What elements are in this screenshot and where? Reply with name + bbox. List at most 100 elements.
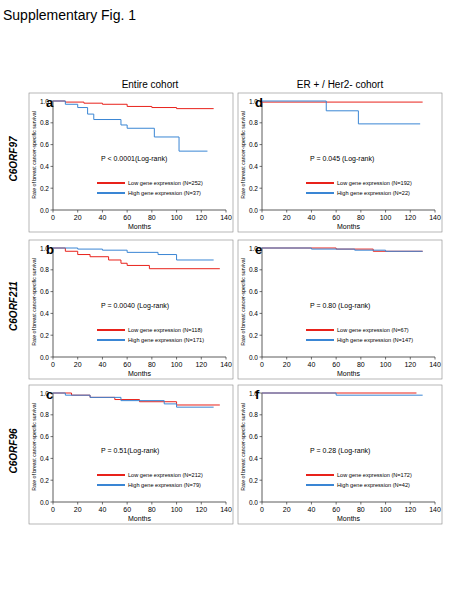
plot-area: [53, 393, 220, 407]
legend-label: Low gene expression (N=67): [337, 327, 409, 333]
x-axis-label: Months: [128, 515, 151, 522]
x-tick-label: 100: [171, 506, 183, 513]
figure: Supplementary Fig. 1Entire cohortER + / …: [0, 0, 450, 600]
p-value: P < 0.0001(Log-rank): [101, 155, 167, 163]
x-tick: [385, 210, 386, 213]
y-axis: [262, 101, 263, 210]
panel-letter: a: [46, 95, 54, 110]
panel: 0204060801001201400.00.20.40.60.81.0Mont…: [238, 385, 442, 524]
y-tick: [260, 166, 263, 167]
survival-curve: [262, 102, 423, 103]
y-tick: [260, 458, 263, 459]
y-tick: [51, 210, 54, 211]
x-tick: [286, 210, 287, 213]
x-tick-label: 120: [404, 361, 416, 368]
x-tick-label: 100: [171, 361, 183, 368]
legend-label: High gene expression (N=42): [337, 482, 410, 488]
y-tick: [51, 357, 54, 358]
x-tick-label: 20: [74, 506, 82, 513]
p-value: P = 0.51(Log-rank): [101, 447, 159, 455]
x-tick: [53, 357, 54, 360]
x-tick: [201, 357, 202, 360]
column-header: Entire cohort: [122, 79, 179, 90]
x-tick: [201, 502, 202, 505]
x-tick: [410, 502, 411, 505]
x-tick-label: 60: [332, 214, 340, 221]
panel-letter: e: [255, 242, 262, 257]
x-axis-label: Months: [128, 223, 151, 230]
x-tick: [176, 502, 177, 505]
y-tick-label: 0.0: [40, 207, 49, 214]
p-value: P = 0.0040 (Log-rank): [101, 302, 169, 310]
y-tick-label: 0.0: [40, 499, 49, 506]
x-tick-label: 80: [148, 214, 156, 221]
panel-frame: [29, 240, 233, 379]
y-tick-label: 0.2: [249, 332, 258, 339]
panel: 0204060801001201400.00.20.40.60.81.0Mont…: [29, 385, 233, 524]
x-tick-label: 100: [380, 506, 392, 513]
y-tick-label: 0.2: [40, 185, 49, 192]
y-tick: [260, 335, 263, 336]
x-tick-label: 140: [429, 214, 441, 221]
x-tick-label: 0: [260, 361, 264, 368]
panel: 0204060801001201400.00.20.40.60.81.0Mont…: [29, 93, 233, 232]
y-tick: [51, 502, 54, 503]
x-tick: [151, 357, 152, 360]
y-tick-label: 0.6: [249, 141, 258, 148]
legend-label: High gene expression (N=147): [337, 337, 413, 343]
x-axis: [262, 210, 435, 211]
panel-frame: [238, 93, 442, 232]
x-tick-label: 120: [404, 214, 416, 221]
y-tick: [51, 122, 54, 123]
x-axis: [262, 502, 435, 503]
x-axis: [262, 357, 435, 358]
y-axis: [262, 393, 263, 502]
x-tick: [435, 502, 436, 505]
x-tick-label: 0: [260, 506, 264, 513]
y-tick: [260, 393, 263, 394]
x-tick-label: 20: [283, 361, 291, 368]
x-tick: [226, 502, 227, 505]
x-tick-label: 40: [308, 214, 316, 221]
x-tick-label: 40: [308, 506, 316, 513]
x-tick: [127, 502, 128, 505]
legend-swatch: [306, 339, 334, 341]
y-tick-label: 0.8: [40, 266, 49, 273]
legend-swatch: [97, 484, 125, 486]
panel: 0204060801001201400.00.20.40.60.81.0Mont…: [29, 240, 233, 379]
row-label: C6ORF97: [8, 136, 19, 181]
x-tick: [226, 210, 227, 213]
y-tick: [260, 122, 263, 123]
x-tick: [77, 502, 78, 505]
y-tick-label: 0.8: [40, 411, 49, 418]
x-tick-label: 0: [260, 214, 264, 221]
y-axis: [53, 248, 54, 357]
y-axis-label: Rate of breast cancer-specific survival: [31, 258, 37, 346]
x-tick: [262, 357, 263, 360]
y-tick-label: 0.2: [40, 477, 49, 484]
panel-letter: c: [46, 387, 53, 402]
y-axis-label: Rate of breast cancer-specific survival: [31, 403, 37, 491]
y-tick: [51, 458, 54, 459]
legend-label: High gene expression (N=37): [128, 190, 201, 196]
y-tick: [260, 144, 263, 145]
y-tick-label: 0.0: [249, 207, 258, 214]
survival-curve: [53, 393, 214, 407]
x-tick: [311, 210, 312, 213]
y-tick: [260, 210, 263, 211]
survival-curve: [53, 248, 220, 269]
y-tick-label: 0.0: [249, 499, 258, 506]
x-tick: [286, 502, 287, 505]
x-axis-label: Months: [128, 370, 151, 377]
y-axis-label: Rate of breast cancer-specific survival: [240, 111, 246, 199]
x-axis-label: Months: [337, 370, 360, 377]
x-tick-label: 60: [123, 361, 131, 368]
plot-area: [262, 101, 423, 124]
survival-curve: [262, 248, 423, 251]
legend-label: Low gene expression (N=192): [337, 180, 412, 186]
y-tick-label: 0.2: [249, 477, 258, 484]
y-tick: [260, 188, 263, 189]
panel-frame: [29, 93, 233, 232]
x-tick: [151, 210, 152, 213]
x-axis-label: Months: [337, 515, 360, 522]
